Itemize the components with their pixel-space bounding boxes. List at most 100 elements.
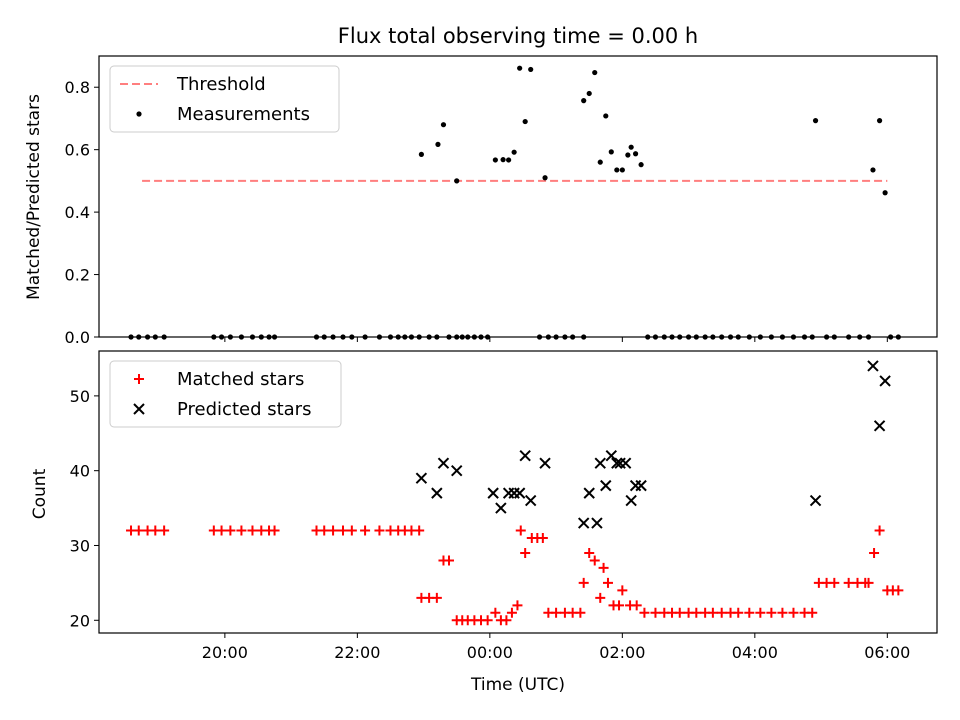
- predicted-star-point: [619, 457, 632, 469]
- measurement-point: [638, 162, 644, 168]
- x-tick-label: 20:00: [202, 643, 248, 662]
- matched-star-point: [328, 525, 339, 536]
- legend-predicted-swatch: [133, 403, 145, 415]
- measurement-point: [506, 157, 512, 163]
- matched-star-point: [777, 607, 788, 618]
- matched-star-point: [159, 525, 170, 536]
- predicted-star-point: [594, 457, 606, 469]
- matched-star-point: [537, 533, 548, 544]
- bottom-plot: 20 30 40 50 20:00 22:00 00:00 02:00 04:00 06:00 Ma…: [70, 350, 938, 662]
- predicted-star-point: [591, 517, 603, 529]
- measurement-point: [812, 118, 819, 124]
- matched-star-point: [236, 525, 247, 536]
- matched-star-point: [520, 547, 531, 558]
- matched-star-point: [744, 607, 755, 618]
- matched-star-point: [617, 585, 628, 596]
- matched-star-point: [216, 525, 227, 536]
- predicted-star-point: [431, 487, 443, 499]
- predicted-star-point: [635, 479, 647, 492]
- legend-entry-label: Measurements: [177, 104, 310, 125]
- predicted-star-point: [519, 450, 531, 462]
- matched-star-point: [482, 615, 493, 626]
- plot-frame: [98, 55, 938, 338]
- matched-star-point: [575, 607, 586, 618]
- measurement-point: [632, 151, 639, 157]
- y-tick-label: 0.6: [65, 141, 90, 160]
- predicted-star-point: [539, 457, 551, 469]
- legend-entry-label: Matched stars: [177, 369, 304, 390]
- y-tick-label: 0.0: [65, 328, 90, 347]
- bottom-x-axis-label: Time (UTC): [470, 675, 565, 695]
- matched-star-point: [247, 525, 258, 536]
- matched-star-point: [551, 607, 562, 618]
- plot-frame: [98, 350, 938, 634]
- legend: Threshold Measurements: [109, 65, 340, 133]
- legend-box: [109, 65, 340, 133]
- measurement-point: [581, 98, 587, 104]
- measurement-point: [608, 149, 614, 155]
- matched-star-point: [374, 525, 385, 536]
- predicted-star-point: [879, 375, 891, 387]
- legend-entry-label: Predicted stars: [177, 399, 311, 420]
- measurement-point: [418, 151, 424, 157]
- predicted-star-point: [625, 494, 637, 507]
- matched-star-point: [893, 585, 904, 596]
- predicted-star-point: [487, 487, 499, 499]
- matched-star-point: [829, 577, 840, 588]
- matched-star-point: [150, 525, 161, 536]
- measurement-point: [625, 152, 631, 158]
- measurement-point: [517, 65, 523, 71]
- y-tick-label: 40: [70, 462, 90, 481]
- predicted-star-point: [611, 457, 623, 469]
- predicted-star-point: [577, 517, 590, 529]
- x-tick-label: 06:00: [864, 643, 910, 662]
- measurement-point: [522, 118, 528, 125]
- top-y-axis-label: Matched/Predicted stars: [24, 94, 44, 300]
- top-plot: 0.0 0.2 0.4 0.6 0.8 Threshold Measurements: [65, 55, 938, 347]
- measurement-point: [435, 141, 441, 147]
- matched-star-point: [490, 607, 501, 618]
- matched-star-point: [431, 592, 442, 603]
- measurement-point: [628, 144, 634, 150]
- predicted-star-point: [873, 420, 886, 432]
- legend-matched-swatch: [134, 374, 144, 384]
- predicted-star-point: [451, 464, 463, 477]
- y-tick-label: 50: [70, 387, 90, 406]
- matched-star-point: [650, 607, 661, 618]
- matched-star-point: [631, 600, 642, 611]
- matched-star-point: [874, 525, 885, 536]
- predicted-star-point: [583, 487, 595, 499]
- measurement-point: [876, 118, 883, 124]
- measurement-point: [440, 122, 447, 128]
- measurement-point: [492, 157, 498, 163]
- y-tick-label: 0.8: [65, 78, 90, 97]
- predicted-star-point: [809, 494, 822, 507]
- matched-star-point: [225, 525, 236, 536]
- predicted-star-point: [867, 360, 879, 372]
- y-tick-label: 30: [70, 536, 90, 555]
- matched-star-point: [716, 607, 727, 618]
- measurement-point: [511, 149, 517, 155]
- matched-star-point: [755, 607, 766, 618]
- matched-star-point: [512, 600, 523, 611]
- x-tick-label: 22:00: [334, 643, 380, 662]
- predicted-star-point: [415, 472, 428, 484]
- matched-star-point: [319, 525, 330, 536]
- matched-star-point: [602, 577, 613, 588]
- matched-star-point: [338, 525, 349, 536]
- matched-star-point: [414, 525, 425, 536]
- matched-star-point: [598, 562, 609, 573]
- legend: Matched stars Predicted stars: [109, 360, 342, 428]
- predicted-star-point: [495, 502, 507, 514]
- measurement-point: [619, 167, 625, 173]
- matched-star-point: [595, 592, 606, 603]
- matched-star-point: [443, 555, 454, 566]
- measurement-point: [603, 113, 609, 119]
- measurement-point: [542, 175, 548, 181]
- predicted-star-point: [524, 494, 537, 507]
- predicted-star-point: [600, 479, 612, 492]
- measurement-point: [597, 159, 603, 165]
- measurement-point: [882, 190, 888, 196]
- matched-star-point: [707, 607, 718, 618]
